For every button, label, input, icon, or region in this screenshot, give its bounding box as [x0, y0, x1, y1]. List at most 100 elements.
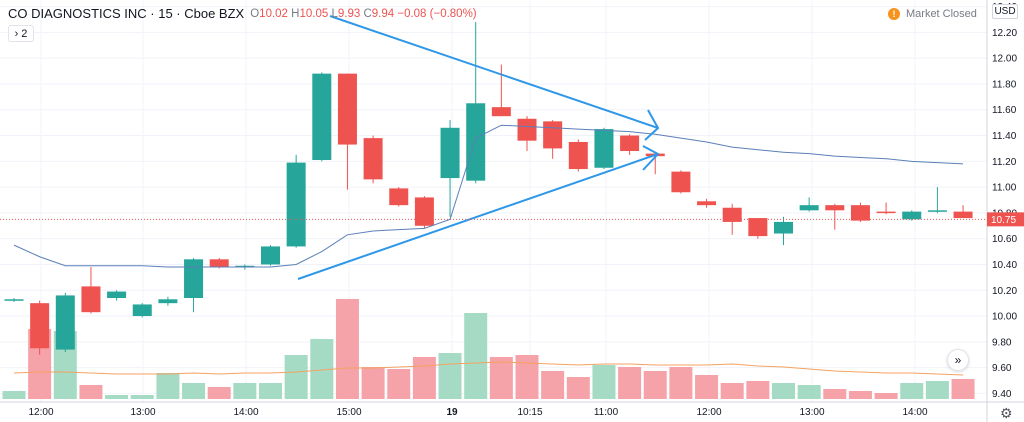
volume-bar	[669, 367, 693, 399]
candle-body	[722, 207, 742, 222]
volume-bar	[284, 355, 308, 399]
volume-bar	[566, 377, 590, 399]
upper-arrowhead	[644, 109, 660, 141]
warning-icon: !	[888, 8, 900, 20]
volume-bar	[541, 371, 565, 399]
x-tick-label: 14:00	[902, 407, 927, 418]
candle-body	[209, 259, 229, 268]
x-tick-label: 13:00	[799, 407, 824, 418]
y-tick-label: 11.00	[992, 183, 1017, 194]
candle-body	[594, 129, 614, 168]
candle-body	[466, 103, 486, 181]
volume-bar	[259, 383, 282, 399]
x-tick-label: 12:00	[28, 407, 53, 418]
indicator-count: 2	[21, 27, 28, 40]
volume-bar	[797, 385, 821, 399]
volume-bar	[515, 355, 539, 399]
lower-arrowhead	[642, 145, 660, 171]
y-tick-label: 9.80	[992, 337, 1012, 348]
y-tick-label: 9.40	[992, 389, 1012, 400]
x-tick-label: 11:00	[594, 407, 619, 418]
candle-body	[158, 299, 178, 304]
candle-body	[363, 138, 383, 180]
x-tick-label: 12:00	[696, 407, 721, 418]
candle-body	[286, 162, 306, 247]
volume-bar	[900, 383, 924, 399]
candle-body	[850, 205, 870, 221]
candle-body	[81, 286, 101, 313]
candle-body	[876, 211, 896, 214]
candle-body	[107, 291, 127, 298]
y-tick-label: 9.60	[992, 363, 1012, 374]
y-tick-label: 12.20	[992, 28, 1017, 39]
candle-body	[799, 205, 819, 211]
volume-bar	[207, 387, 231, 399]
volume-bar	[746, 381, 770, 399]
x-tick-label: 19	[446, 407, 458, 418]
y-tick-label: 10.60	[992, 234, 1017, 245]
grid	[0, 0, 987, 402]
candle-body	[748, 218, 768, 237]
symbol-title[interactable]: CO DIAGNOSTICS INC · 15 · Cboe BZX	[8, 6, 245, 21]
volume-bar	[823, 389, 847, 399]
last-price-label: 10.75	[991, 215, 1016, 226]
y-tick-label: 10.00	[992, 312, 1017, 323]
volume-bar	[438, 353, 462, 399]
volume-bar	[182, 383, 206, 399]
candle-body	[235, 265, 255, 268]
volume-bar	[848, 391, 872, 399]
candle-body	[697, 201, 717, 206]
candle-body	[414, 197, 434, 226]
volume-bar	[489, 357, 513, 399]
volume-bar	[233, 383, 257, 399]
market-status[interactable]: ! Market Closed	[888, 8, 977, 20]
volume-bar	[2, 391, 26, 399]
candle-body	[389, 188, 409, 206]
candle-body	[4, 299, 24, 301]
candle-body	[902, 211, 922, 220]
trendline-drawings	[297, 15, 660, 280]
price-change: −0.08 (−0.80%)	[397, 7, 477, 20]
candle-body	[671, 171, 691, 193]
candle-body	[620, 135, 640, 151]
candle-body	[953, 211, 973, 219]
candle-body	[440, 127, 460, 179]
candle-body	[261, 246, 280, 265]
y-tick-label: 11.40	[992, 131, 1017, 142]
gear-icon[interactable]: ⚙	[1000, 405, 1013, 421]
candle-body	[30, 303, 50, 349]
x-tick-label: 13:00	[130, 407, 155, 418]
candle-body	[55, 295, 75, 350]
candles	[4, 22, 973, 355]
market-status-text: Market Closed	[906, 8, 977, 20]
x-tick-label: 10:15	[517, 407, 542, 418]
candle-body	[517, 118, 537, 141]
chevron-right-icon: ›	[14, 27, 19, 40]
candle-body	[312, 73, 332, 161]
volume-bar	[464, 313, 488, 399]
volume-bar	[643, 371, 667, 399]
x-tick-label: 15:00	[336, 407, 361, 418]
y-tick-label: 10.20	[992, 286, 1017, 297]
volume-bar	[361, 367, 385, 399]
x-tick-label: 14:00	[233, 407, 258, 418]
candle-body	[337, 73, 357, 145]
ohlc-values: O10.02 H10.05 L9.93 C9.94 −0.08 (−0.80%)	[250, 7, 477, 20]
candle-body	[568, 141, 588, 170]
volume-bar	[772, 383, 795, 399]
moving-average-lines	[13, 124, 964, 376]
y-tick-label: 11.60	[992, 105, 1017, 116]
volume-bar	[874, 393, 898, 399]
indicators-collapse-button[interactable]: › 2	[8, 25, 34, 42]
scroll-to-realtime-button[interactable]: »	[947, 349, 969, 371]
y-tick-label: 11.80	[992, 79, 1017, 90]
lower-trendline	[297, 153, 659, 280]
volume-ma-line	[13, 361, 964, 376]
volume-bar	[79, 385, 103, 399]
y-tick-label: 11.20	[992, 157, 1017, 168]
currency-badge[interactable]: USD	[992, 4, 1018, 19]
volume-bar	[130, 395, 154, 399]
volume-bar	[412, 357, 436, 399]
